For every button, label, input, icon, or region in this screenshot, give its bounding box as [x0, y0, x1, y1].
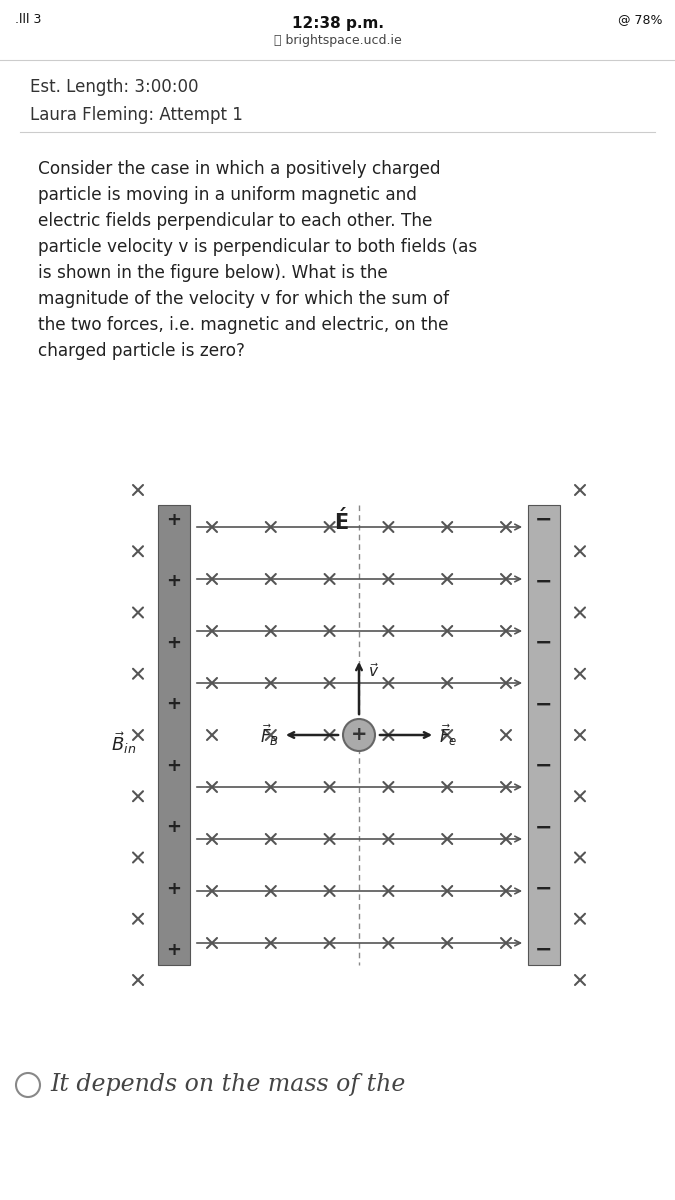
- Text: Consider the case in which a positively charged: Consider the case in which a positively …: [38, 160, 441, 178]
- Text: +: +: [167, 695, 182, 713]
- Text: −: −: [535, 756, 553, 775]
- Text: the two forces, i.e. magnetic and electric, on the: the two forces, i.e. magnetic and electr…: [38, 316, 448, 334]
- Text: +: +: [167, 880, 182, 898]
- Text: +: +: [167, 572, 182, 590]
- Text: magnitude of the velocity v for which the sum of: magnitude of the velocity v for which th…: [38, 290, 449, 308]
- Text: particle velocity v is perpendicular to both fields (as: particle velocity v is perpendicular to …: [38, 238, 477, 256]
- Text: .lll 3: .lll 3: [15, 13, 41, 26]
- Text: −: −: [535, 940, 553, 960]
- Text: $\mathbf{\acute{E}}$: $\mathbf{\acute{E}}$: [333, 506, 348, 534]
- Text: −: −: [535, 817, 553, 838]
- Text: +: +: [167, 818, 182, 836]
- Text: charged particle is zero?: charged particle is zero?: [38, 342, 245, 360]
- Text: electric fields perpendicular to each other. The: electric fields perpendicular to each ot…: [38, 212, 433, 230]
- Text: Laura Fleming: Attempt 1: Laura Fleming: Attempt 1: [30, 106, 243, 124]
- Text: +: +: [167, 941, 182, 959]
- Text: $\vec{F}_B$: $\vec{F}_B$: [260, 722, 279, 748]
- Text: −: −: [535, 510, 553, 530]
- Text: +: +: [167, 634, 182, 652]
- Text: $\vec{v}$: $\vec{v}$: [368, 662, 379, 680]
- Circle shape: [343, 719, 375, 751]
- Text: $\vec{B}_{in}$: $\vec{B}_{in}$: [111, 730, 136, 756]
- Text: +: +: [167, 511, 182, 529]
- Text: −: −: [535, 695, 553, 714]
- Circle shape: [16, 1073, 40, 1097]
- Text: +: +: [167, 757, 182, 775]
- Bar: [158, 505, 190, 965]
- Bar: [528, 505, 560, 965]
- Text: It depends on the mass of the: It depends on the mass of the: [50, 1074, 406, 1097]
- Text: 12:38 p.m.: 12:38 p.m.: [292, 16, 383, 31]
- Text: $\vec{F}_e$: $\vec{F}_e$: [439, 722, 458, 748]
- Text: −: −: [535, 571, 553, 592]
- Text: particle is moving in a uniform magnetic and: particle is moving in a uniform magnetic…: [38, 186, 417, 204]
- Text: @ 78%: @ 78%: [618, 13, 662, 26]
- Text: +: +: [351, 726, 367, 744]
- Text: 🔒 brightspace.ucd.ie: 🔒 brightspace.ucd.ie: [273, 34, 402, 47]
- Text: −: −: [535, 632, 553, 653]
- Text: Est. Length: 3:00:00: Est. Length: 3:00:00: [30, 78, 198, 96]
- Text: −: −: [535, 878, 553, 899]
- Text: is shown in the figure below). What is the: is shown in the figure below). What is t…: [38, 264, 387, 282]
